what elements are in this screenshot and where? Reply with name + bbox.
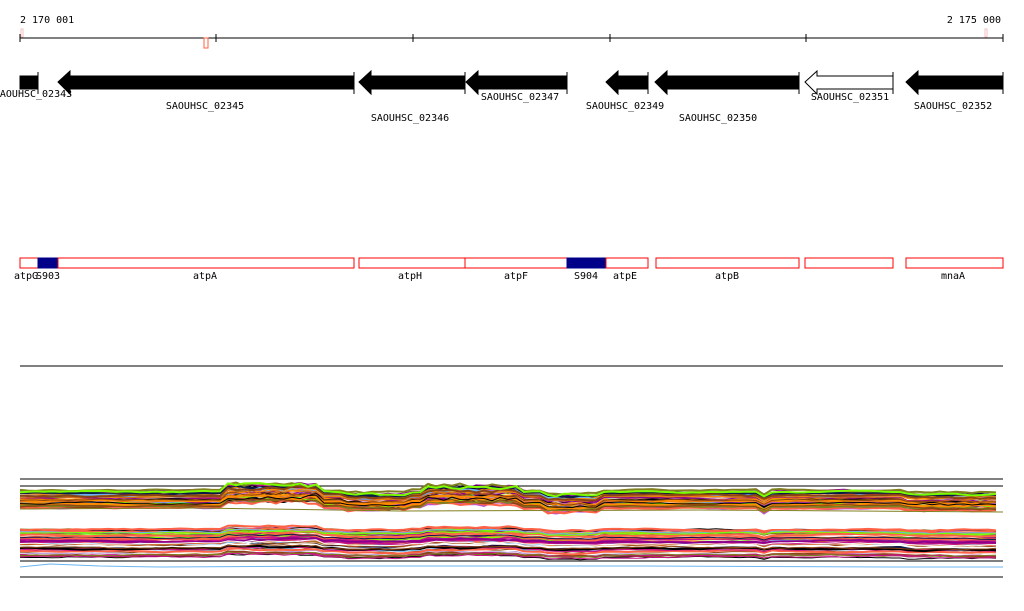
feature-atpB[interactable]: atpB xyxy=(655,257,800,282)
feature-atpG[interactable]: atpG xyxy=(14,257,39,282)
feature-box[interactable] xyxy=(464,257,568,269)
gene-SAOUHSC_02351[interactable]: SAOUHSC_02351 xyxy=(804,69,894,103)
gene-SAOUHSC_02350[interactable]: SAOUHSC_02350 xyxy=(654,69,800,124)
gene-SAOUHSC_02347[interactable]: SAOUHSC_02347 xyxy=(465,69,568,103)
gene-arrow[interactable] xyxy=(804,69,894,96)
gene-SAOUHSC_02346[interactable]: SAOUHSC_02346 xyxy=(358,69,466,124)
gene-label: SAOUHSC_02349 xyxy=(586,101,664,112)
gene-label: SAOUHSC_02352 xyxy=(914,101,992,112)
gene-label: SAOUHSC_02351 xyxy=(811,92,889,103)
feature-box[interactable] xyxy=(358,257,466,269)
gene-arrow[interactable] xyxy=(905,69,1004,96)
feature-atpA[interactable]: atpA xyxy=(57,257,355,282)
feature-label: atpG xyxy=(14,271,38,282)
feature-label: atpB xyxy=(715,271,739,282)
gene-SAOUHSC_02349[interactable]: SAOUHSC_02349 xyxy=(586,69,664,112)
feature-atpH[interactable]: atpH xyxy=(358,257,466,282)
feature-box[interactable] xyxy=(804,257,894,269)
feature-box[interactable] xyxy=(57,257,355,269)
gene-arrow[interactable] xyxy=(654,69,800,96)
gene-label: SAOUHSC_02346 xyxy=(371,113,449,124)
expression-line xyxy=(19,489,997,503)
feature-label: S904 xyxy=(574,271,598,282)
expression-line xyxy=(19,494,997,509)
expression-line xyxy=(19,498,997,512)
feature-atpE[interactable]: atpE xyxy=(605,257,649,282)
gene-arrow[interactable] xyxy=(19,75,39,90)
feature-box[interactable] xyxy=(905,257,1004,269)
gene-track: SAOUHSC_02343 SAOUHSC_02345 SAOUHSC_02346 S… xyxy=(0,69,1004,124)
feature-S904[interactable]: S904 xyxy=(566,257,607,282)
expression-line xyxy=(19,543,997,551)
expression-plot xyxy=(19,478,1004,578)
start-marker xyxy=(20,28,24,38)
gene-label: SAOUHSC_02350 xyxy=(679,113,757,124)
expression-line xyxy=(19,530,996,537)
gene-arrow[interactable] xyxy=(358,69,466,96)
gene-SAOUHSC_02343[interactable]: SAOUHSC_02343 xyxy=(0,72,72,100)
expression-line xyxy=(19,546,997,556)
feature-label: atpE xyxy=(613,271,637,282)
feature-label: atpH xyxy=(398,271,422,282)
feature-label: S903 xyxy=(36,271,60,282)
feature-box[interactable] xyxy=(37,257,59,269)
ruler-start-label: 2 170 001 xyxy=(20,15,74,26)
feature-atpF[interactable]: atpF xyxy=(464,257,568,282)
feature-unnamed[interactable] xyxy=(804,257,894,269)
expression-line xyxy=(19,492,997,506)
gene-SAOUHSC_02352[interactable]: SAOUHSC_02352 xyxy=(905,69,1004,112)
feature-label: atpF xyxy=(504,271,528,282)
feature-box[interactable] xyxy=(605,257,649,269)
ruler: 2 170 001 2 175 000 xyxy=(19,15,1004,49)
expression-line xyxy=(19,491,997,507)
feature-S903[interactable]: S903 xyxy=(36,257,60,282)
feature-label: atpA xyxy=(193,271,217,282)
expression-line xyxy=(19,533,997,542)
end-marker xyxy=(984,28,988,38)
expression-line xyxy=(19,537,997,545)
feature-mnaA[interactable]: mnaA xyxy=(905,257,1004,282)
expression-line xyxy=(19,482,997,498)
gene-arrow[interactable] xyxy=(465,69,568,96)
ruler-end-label: 2 175 000 xyxy=(947,15,1001,26)
feature-box[interactable] xyxy=(19,257,39,269)
expression-line xyxy=(19,530,997,539)
expression-line xyxy=(19,507,1004,513)
gene-label: SAOUHSC_02347 xyxy=(481,92,559,103)
expression-line xyxy=(19,551,996,559)
expression-line xyxy=(19,533,997,541)
expression-line xyxy=(19,542,997,551)
gene-arrow[interactable] xyxy=(605,69,649,96)
gene-label: SAOUHSC_02343 xyxy=(0,89,72,100)
gene-label: SAOUHSC_02345 xyxy=(166,101,244,112)
gene-arrow[interactable] xyxy=(57,69,355,96)
expression-line xyxy=(19,563,1003,568)
feature-label: mnaA xyxy=(941,271,965,282)
expression-line xyxy=(19,539,997,547)
position-marker[interactable] xyxy=(203,37,209,49)
feature-box[interactable] xyxy=(566,257,607,269)
feature-box[interactable] xyxy=(655,257,800,269)
expression-line xyxy=(19,552,997,560)
expression-line xyxy=(19,524,997,533)
gene-SAOUHSC_02345[interactable]: SAOUHSC_02345 xyxy=(57,69,355,112)
expression-line xyxy=(19,485,997,502)
